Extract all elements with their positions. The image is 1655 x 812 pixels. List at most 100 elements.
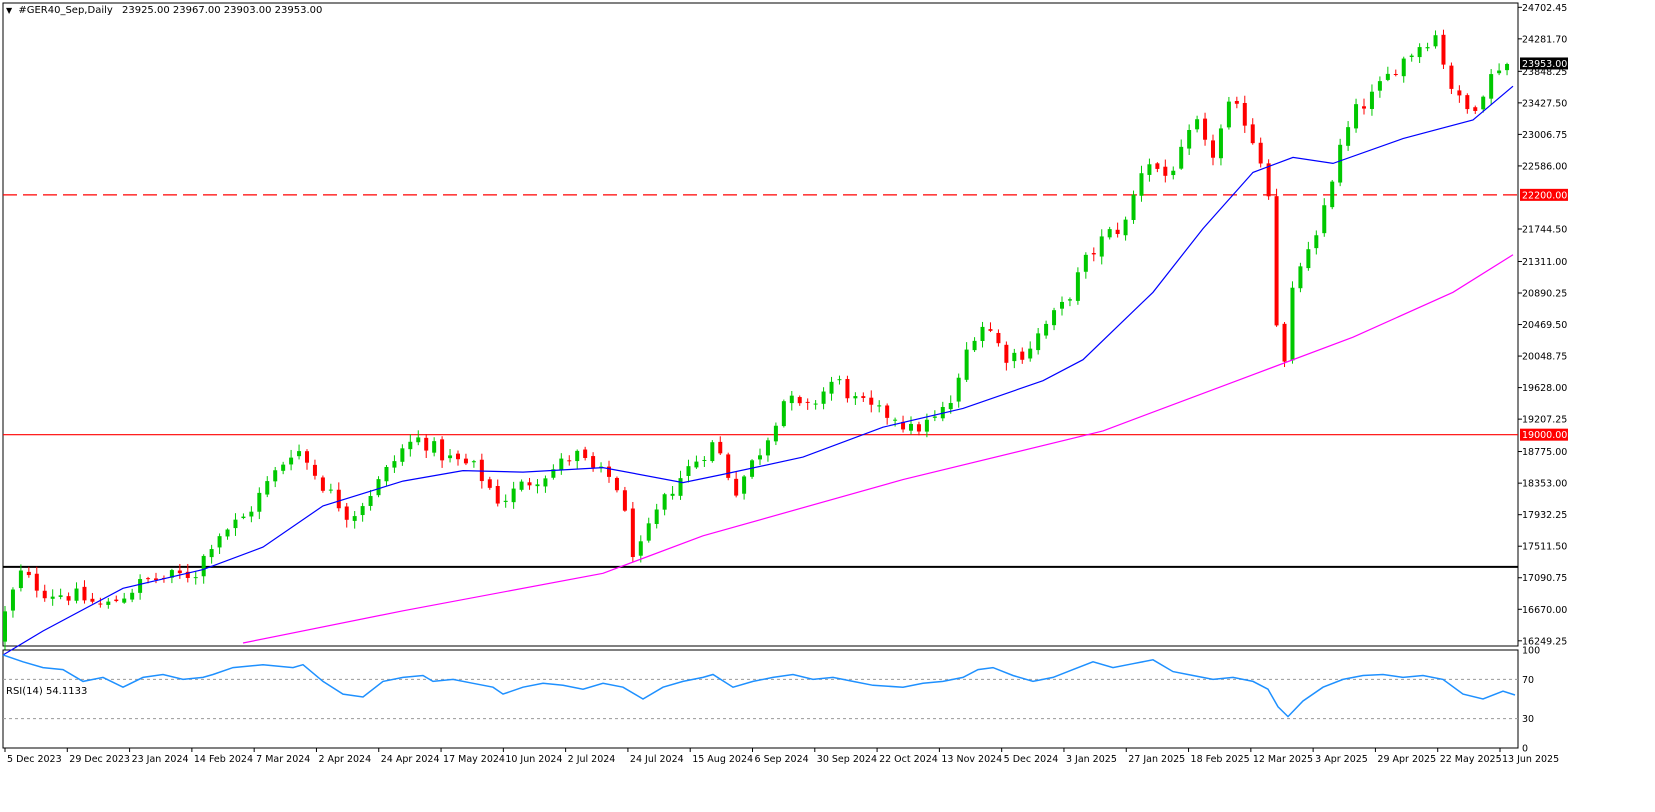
candle [527,477,532,490]
price-tick-label: 22586.00 [1522,161,1567,172]
ohlc-values: 23925.00 23967.00 23903.00 23953.00 [121,5,323,16]
candle [742,474,747,500]
candle-body [1338,144,1343,183]
candle [1457,85,1462,103]
candle-body [42,590,47,599]
triangle-down-icon[interactable]: ▼ [6,6,13,15]
candle-body [1401,58,1406,77]
candle-body [758,455,762,460]
candle-body [503,500,508,502]
candle-body [1036,333,1041,351]
candle [877,400,882,413]
candle-body [614,477,619,491]
candle [18,564,23,592]
candle [861,392,866,402]
candle [1107,226,1112,240]
candle-body [106,601,111,605]
candle-body [233,519,238,529]
candle-body [1497,70,1502,74]
candle [177,563,182,579]
candle-body [408,441,413,450]
candle-body [996,332,1001,344]
candle-body [352,516,357,521]
candle [1465,93,1470,114]
candle-body [988,329,993,331]
candle [58,588,63,600]
candle [1322,198,1327,237]
candle [1195,115,1200,133]
candle-body [742,476,747,494]
candle [257,487,262,520]
candle [26,566,31,578]
candle [535,479,540,494]
candle-body [1203,118,1208,140]
date-tick-label: 22 May 2025 [1440,754,1502,765]
candle-body [1457,90,1462,96]
candle-body [90,598,95,602]
candle-body [209,549,214,558]
candle-body [718,441,723,454]
price-tick-label: 24281.70 [1522,34,1567,45]
candle-body [479,459,484,482]
candle-body [575,450,580,462]
candle [217,533,222,554]
candle [1250,118,1255,145]
candle-body [416,437,421,443]
candle-body [853,396,858,399]
candle-body [312,464,317,476]
level-price-tag-1-bg [1520,428,1568,441]
price-tick-label: 24702.45 [1522,3,1567,14]
candle [797,395,802,406]
candle [98,597,103,608]
candle-body [1505,64,1510,71]
candle-body [1226,101,1231,128]
candle [3,605,7,650]
level-price-tag-0: 22200.00 [1522,190,1567,201]
candle [551,464,556,480]
candle [289,449,294,471]
candle-body [1274,196,1279,326]
candle [66,592,71,606]
candle-body [543,478,548,487]
candle [1433,30,1438,49]
candle-body [1234,100,1239,104]
candle [980,321,985,348]
candle-body [1131,194,1136,220]
candle [654,503,659,529]
candle [456,450,460,466]
candle [408,434,413,457]
current-price-tag: 23953.00 [1522,59,1567,70]
date-tick-label: 13 Nov 2024 [941,754,1002,765]
candle-body [1250,124,1255,144]
price-tick-label: 23848.25 [1522,67,1567,78]
candle-body [225,529,230,537]
candle [1401,56,1406,83]
candle [400,444,405,466]
candle-body [392,461,397,468]
candle-body [829,381,834,394]
level-price-tag-1: 19000.00 [1522,430,1567,441]
candle [1417,43,1422,64]
date-tick-label: 22 Oct 2024 [879,754,938,765]
candle [829,376,834,401]
candle-body [805,401,810,403]
candle [376,476,381,498]
candle [392,455,397,473]
candle [42,584,47,602]
candle-body [511,488,516,503]
candle-body [1163,166,1168,176]
candle [1067,297,1072,307]
candle-body [909,423,913,431]
candle [1497,63,1502,76]
candle-body [1314,235,1319,249]
candle-body [1306,249,1311,269]
candle [805,398,810,410]
candle-body [1020,351,1025,360]
candle-body [1489,74,1494,99]
candle [384,464,389,486]
candle-body [440,439,445,461]
candle [773,422,778,446]
candle-body [1083,254,1088,272]
candle-body [932,416,937,418]
